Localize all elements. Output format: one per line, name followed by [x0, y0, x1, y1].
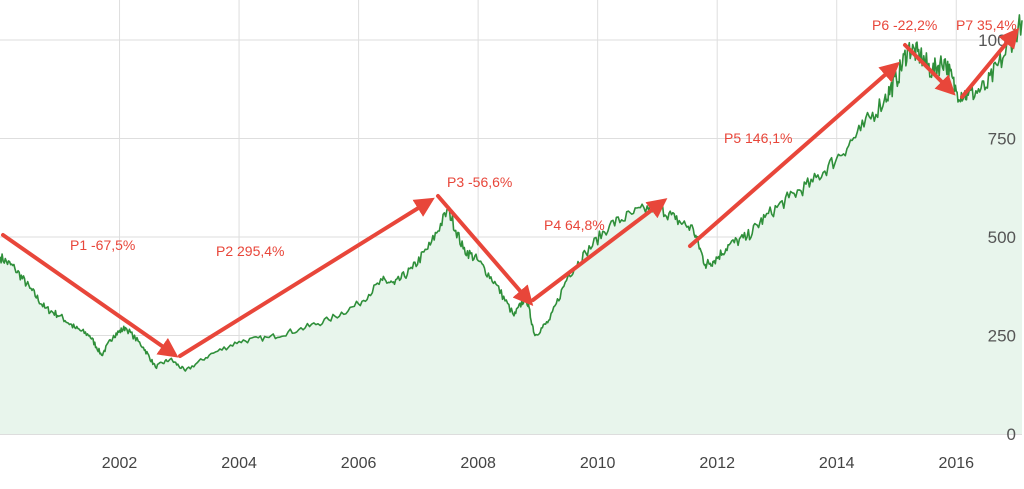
- series-area: [0, 14, 1022, 435]
- x-axis: 2002 2004 2006 2008 2010 2012 2014 2016: [102, 455, 974, 472]
- annotations: P1 -67,5% P2 295,4% P3 -56,6% P4 64,8% P5 14…: [1, 17, 1020, 358]
- x-tick-label: 2010: [580, 455, 616, 472]
- trend-arrow: [436, 194, 534, 307]
- x-tick-label: 2014: [819, 455, 855, 472]
- y-tick-label: 750: [988, 130, 1016, 149]
- x-tick-label: 2008: [460, 455, 496, 472]
- y-tick-label: 500: [988, 228, 1016, 247]
- annotation-label: P2 295,4%: [216, 243, 285, 259]
- x-tick-label: 2002: [102, 455, 138, 472]
- annotation-label: P1 -67,5%: [70, 237, 135, 253]
- trend-arrow: [1, 233, 179, 358]
- annotation-label: P6 -22,2%: [872, 17, 937, 33]
- trend-arrow: [531, 198, 668, 302]
- annotation-label: P4 64,8%: [544, 217, 605, 233]
- annotation-label: P5 146,1%: [724, 130, 793, 146]
- trend-arrow: [178, 197, 435, 358]
- series-group: [0, 14, 1023, 435]
- x-tick-label: 2016: [938, 455, 974, 472]
- x-tick-label: 2004: [221, 455, 257, 472]
- y-tick-label: 0: [1007, 425, 1016, 444]
- y-tick-label: 250: [988, 327, 1016, 346]
- trend-arrow: [960, 27, 1020, 99]
- trend-arrow: [688, 61, 901, 248]
- trend-arrow: [903, 43, 956, 96]
- x-tick-label: 2006: [341, 455, 377, 472]
- annotation-label: P3 -56,6%: [447, 174, 512, 190]
- x-tick-label: 2012: [699, 455, 735, 472]
- annotation-label: P7 35,4%: [956, 17, 1017, 33]
